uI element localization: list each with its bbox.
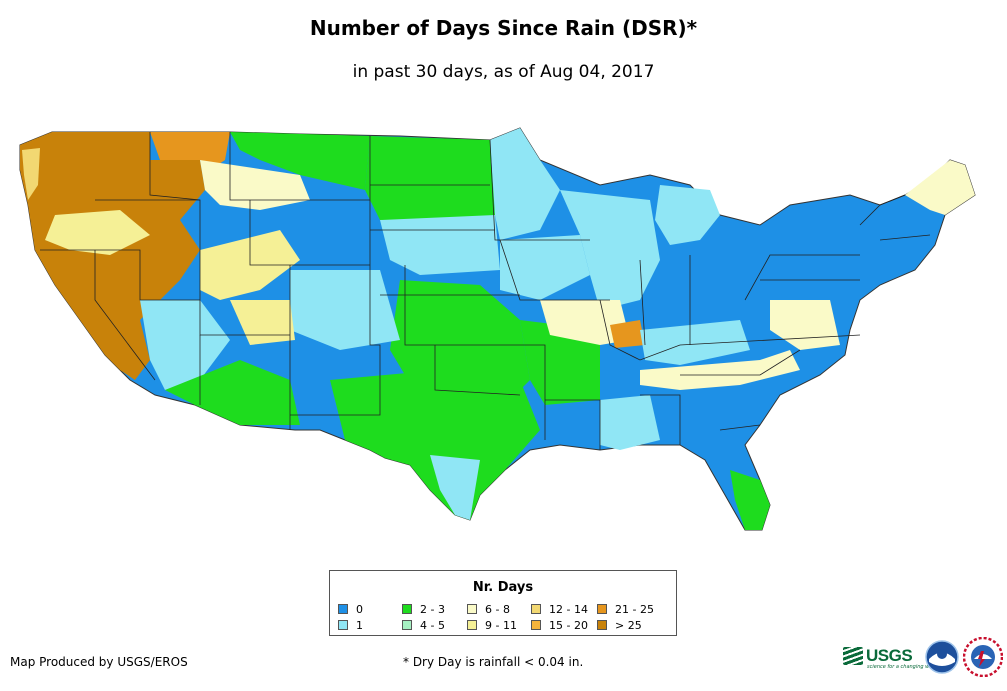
legend-item: 1 xyxy=(338,617,402,633)
legend-item: 15 - 20 xyxy=(531,617,597,633)
legend-label: 6 - 8 xyxy=(485,602,510,616)
legend-item: 9 - 11 xyxy=(467,617,531,633)
legend-swatch xyxy=(531,620,541,630)
legend-swatch xyxy=(338,604,348,614)
region-mississippi-lightblue xyxy=(600,395,660,450)
us-days-since-rain-map xyxy=(19,127,976,531)
region-westcoast-strip xyxy=(22,148,40,200)
legend: Nr. Days 0 1 2 - 3 4 - 5 6 - 8 9 - 11 12 - 14 1… xyxy=(329,570,677,636)
region-carolinas-yellow xyxy=(770,300,840,350)
region-oregon-yellow xyxy=(45,210,150,255)
legend-label: 12 - 14 xyxy=(549,602,588,616)
legend-swatch xyxy=(402,620,412,630)
legend-swatch xyxy=(402,604,412,614)
credit-text: Map Produced by USGS/EROS xyxy=(10,655,188,669)
legend-item: 12 - 14 xyxy=(531,601,597,617)
legend-item: > 25 xyxy=(597,617,663,633)
legend-item: 6 - 8 xyxy=(467,601,531,617)
region-utah-lightblue xyxy=(140,300,230,390)
legend-items: 0 1 2 - 3 4 - 5 6 - 8 9 - 11 12 - 14 15 - 20 21 … xyxy=(338,601,668,633)
map-subtitle: in past 30 days, as of Aug 04, 2017 xyxy=(352,62,655,82)
region-colorado-mix xyxy=(290,270,400,350)
legend-swatch xyxy=(597,620,607,630)
region-texas-green xyxy=(330,370,540,520)
legend-item: 21 - 25 xyxy=(597,601,663,617)
region-illinois-orange xyxy=(610,320,645,348)
legend-swatch xyxy=(531,604,541,614)
legend-label: 0 xyxy=(356,602,363,616)
region-iowa-lightblue xyxy=(500,235,590,300)
region-texas-lightblue xyxy=(430,455,480,520)
region-ozarks-green xyxy=(520,320,600,405)
legend-label: 21 - 25 xyxy=(615,602,654,616)
region-south-yellow xyxy=(640,350,800,390)
footnote-text: * Dry Day is rainfall < 0.04 in. xyxy=(403,655,584,669)
region-montana-yellow xyxy=(200,160,310,210)
region-montana-green xyxy=(230,132,370,190)
legend-swatch xyxy=(467,620,477,630)
legend-title: Nr. Days xyxy=(472,580,534,595)
legend-swatch xyxy=(467,604,477,614)
region-idaho-orange xyxy=(150,132,230,170)
usgs-tagline: science for a changing world xyxy=(867,664,939,670)
region-midwest-lightblue xyxy=(560,190,660,310)
legend-label: 9 - 11 xyxy=(485,618,517,632)
region-minnesota-lightblue xyxy=(490,128,560,240)
legend-label: 1 xyxy=(356,618,363,632)
legend-label: 2 - 3 xyxy=(420,602,445,616)
legend-label: 15 - 20 xyxy=(549,618,588,632)
usgs-logo-text: USGS xyxy=(866,646,913,665)
noaa-logo-icon xyxy=(925,640,959,674)
legend-label: > 25 xyxy=(615,618,642,632)
state-borders xyxy=(40,132,931,450)
legend-item: 0 xyxy=(338,601,402,617)
legend-swatch xyxy=(597,604,607,614)
legend-swatch xyxy=(338,620,348,630)
region-sw-green xyxy=(165,360,300,425)
region-newengland-yellow xyxy=(905,160,975,215)
usgs-logo: USGS science for a changing world xyxy=(843,643,939,670)
legend-item: 4 - 5 xyxy=(402,617,467,633)
region-michigan-lightblue xyxy=(655,185,720,245)
nws-logo-icon xyxy=(963,637,1003,677)
legend-item: 2 - 3 xyxy=(402,601,467,617)
region-kentucky-lightblue xyxy=(640,320,750,365)
legend-label: 4 - 5 xyxy=(420,618,445,632)
usgs-wave-icon xyxy=(843,647,863,665)
region-nm-yellow xyxy=(230,300,295,345)
region-dakotas-green xyxy=(365,136,495,230)
region-florida-green xyxy=(730,470,770,530)
map-title: Number of Days Since Rain (DSR)* xyxy=(309,16,698,40)
region-west-dry xyxy=(20,132,205,380)
